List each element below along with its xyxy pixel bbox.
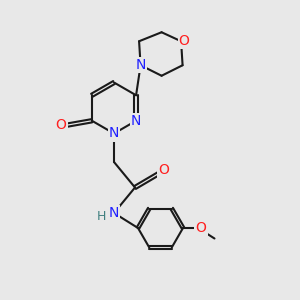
Text: O: O bbox=[178, 34, 190, 48]
Text: O: O bbox=[158, 163, 169, 176]
Text: O: O bbox=[56, 118, 67, 132]
Text: N: N bbox=[135, 58, 146, 72]
Text: N: N bbox=[109, 206, 119, 220]
Text: N: N bbox=[109, 127, 119, 140]
Text: N: N bbox=[131, 114, 141, 128]
Text: H: H bbox=[97, 209, 106, 223]
Text: O: O bbox=[196, 221, 206, 235]
